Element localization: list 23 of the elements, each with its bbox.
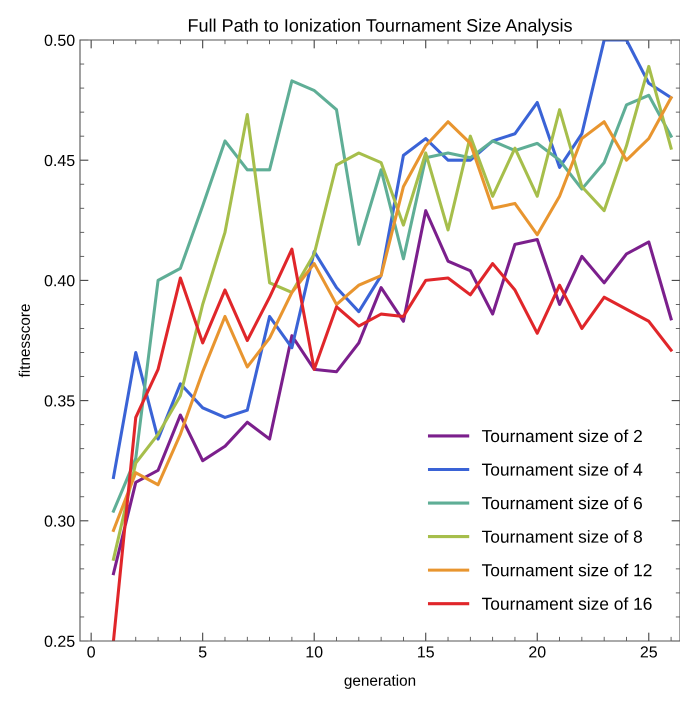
legend-label: Tournament size of 4 [482,462,642,476]
y-tick-label: 0.35 [44,395,74,407]
legend-label: Tournament size of 8 [482,530,642,543]
legend-label: Tournament size of 12 [482,564,652,576]
x-axis-title: generation [344,674,416,689]
y-tick-label: 0.25 [44,636,74,647]
y-tick-label: 0.50 [44,34,75,46]
y-tick-label: 0.30 [44,515,75,527]
line-series [112,209,673,576]
x-tick-label: 15 [418,646,434,658]
legend-label: Tournament size of 2 [482,429,642,442]
x-tick-label: 10 [306,646,322,658]
x-tick-label: 5 [198,646,206,658]
x-tick-label: 20 [529,646,546,658]
chart-title: Full Path to Ionization Tournament Size Analysis [188,18,572,36]
y-tick-label: 0.40 [44,275,75,286]
y-tick-label: 0.45 [44,154,74,166]
y-axis-title: fitnesscore [18,304,30,378]
legend-label: Tournament size of 6 [482,496,642,510]
x-tick-label: 0 [87,646,95,658]
x-tick-label: 25 [640,646,657,658]
legend-label: Tournament size of 16 [482,597,652,610]
line-series [112,248,673,641]
